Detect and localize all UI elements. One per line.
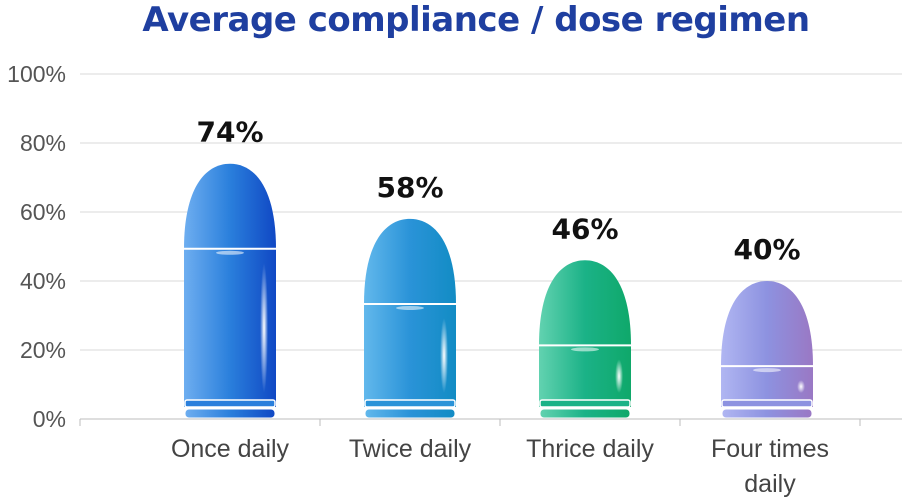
category-label: Once daily (171, 435, 290, 463)
value-labels: 74% 58% 46% 40% (196, 116, 800, 266)
bar-base-ring (721, 399, 813, 408)
bar-highlight (797, 380, 806, 393)
chart-title: Average compliance / dose regimen (142, 0, 810, 40)
y-axis: 0% 20% 40% 60% 80% 100% (7, 61, 861, 432)
bar-1 (184, 163, 276, 407)
bar-base (721, 408, 813, 419)
bar-base (364, 408, 456, 419)
category-label: Twice daily (349, 435, 472, 463)
y-tick-label: 80% (20, 130, 66, 156)
bar-highlight (440, 318, 449, 393)
y-tick-label: 100% (7, 61, 66, 87)
x-axis: Once daily Twice daily Thrice daily Four ti… (171, 435, 829, 498)
bar-3 (539, 260, 631, 407)
value-label: 74% (196, 116, 263, 149)
value-label: 58% (376, 171, 443, 204)
bar-highlight (615, 359, 624, 394)
bar-base-ring (184, 399, 276, 408)
category-label: Four times daily (711, 435, 829, 498)
bar-base (184, 408, 276, 419)
bar-2 (364, 218, 456, 407)
value-label: 40% (733, 233, 800, 266)
y-tick-label: 60% (20, 199, 66, 225)
bars (184, 163, 813, 419)
bar-base (539, 408, 631, 419)
bar-base-ring (364, 399, 456, 408)
bar-base-ring (539, 399, 631, 408)
y-tick-label: 0% (33, 406, 66, 432)
y-tick-label: 40% (20, 268, 66, 294)
bar-highlight (260, 262, 269, 393)
y-tick-label: 20% (20, 337, 66, 363)
bar-4 (721, 281, 813, 407)
category-label: Thrice daily (526, 435, 654, 463)
value-label: 46% (551, 212, 618, 245)
